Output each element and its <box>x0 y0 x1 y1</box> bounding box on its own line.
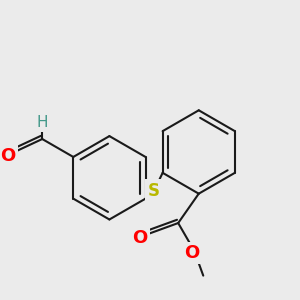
Text: S: S <box>148 182 160 200</box>
Text: O: O <box>133 229 148 247</box>
Text: H: H <box>37 115 48 130</box>
Text: O: O <box>1 147 16 165</box>
Text: O: O <box>184 244 200 262</box>
